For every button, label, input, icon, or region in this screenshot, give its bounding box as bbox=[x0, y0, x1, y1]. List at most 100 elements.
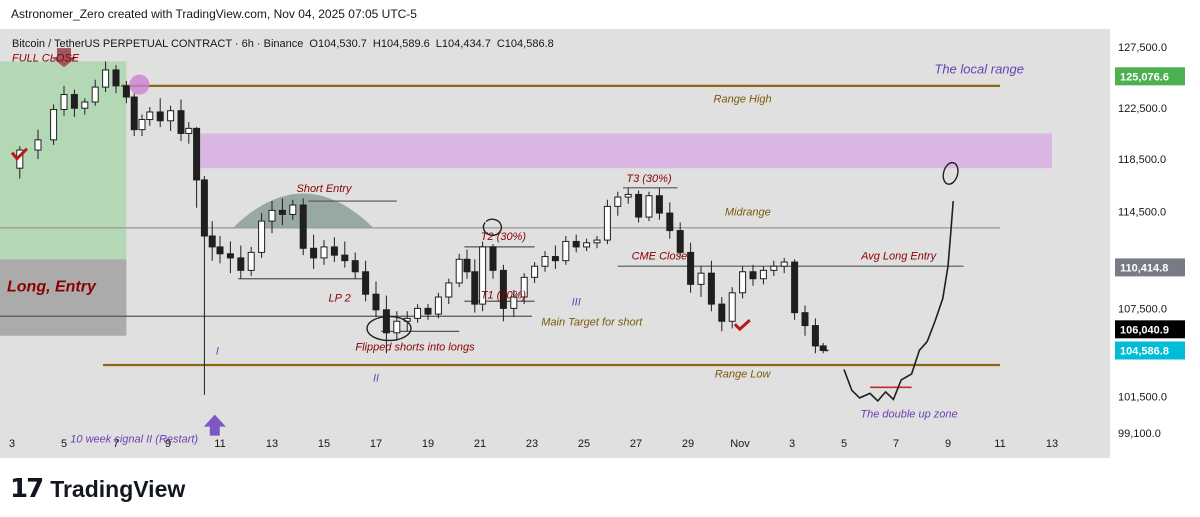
candle-down bbox=[216, 246, 224, 255]
x-tick-label: 23 bbox=[526, 438, 538, 450]
candle-down bbox=[330, 246, 338, 256]
candle-up bbox=[167, 110, 175, 122]
candle-down bbox=[200, 179, 208, 237]
y-tick-label: 122,500.0 bbox=[1118, 103, 1167, 115]
candle-up bbox=[247, 251, 255, 271]
y-tick-label: 99,100.0 bbox=[1118, 428, 1161, 440]
ohlc-low: L104,434.7 bbox=[436, 38, 491, 50]
y-tick-label: 127,500.0 bbox=[1118, 42, 1167, 54]
target-circle bbox=[942, 161, 959, 185]
up-arrow-icon bbox=[203, 414, 226, 436]
candle-down bbox=[718, 303, 726, 322]
candle-down bbox=[299, 204, 307, 249]
candle-down bbox=[811, 325, 819, 347]
candle-up bbox=[541, 256, 549, 267]
x-tick-label: 5 bbox=[61, 438, 67, 450]
y-tick-label: 107,500.0 bbox=[1118, 303, 1167, 315]
price-tag-label: 110,414.8 bbox=[1120, 262, 1168, 274]
label-wave-iii: III bbox=[572, 297, 581, 309]
label-t3: T3 (30%) bbox=[626, 173, 672, 185]
candle-up bbox=[697, 272, 705, 285]
price-tag-box bbox=[1115, 320, 1185, 339]
flip-loop-ellipse bbox=[366, 315, 412, 342]
candle-up bbox=[614, 196, 622, 207]
label-midrange: Midrange bbox=[725, 207, 771, 219]
price-tag-box bbox=[1115, 341, 1185, 360]
candle-up bbox=[102, 69, 110, 88]
symbol-line: Bitcoin / TetherUS PERPETUAL CONTRACT · … bbox=[12, 38, 554, 50]
candle-down bbox=[424, 307, 432, 315]
label-signal: 10 week signal II (Restart) bbox=[70, 433, 198, 445]
candle-down bbox=[463, 258, 471, 273]
plot-background bbox=[0, 29, 1110, 458]
x-tick-label: 19 bbox=[422, 438, 434, 450]
x-tick-label: 29 bbox=[682, 438, 694, 450]
x-tick-label: 13 bbox=[266, 438, 278, 450]
candle-up bbox=[455, 258, 463, 284]
x-tick-label: 7 bbox=[893, 438, 899, 450]
label-wave-ii: II bbox=[373, 372, 379, 384]
label-short-entry: Short Entry bbox=[296, 183, 353, 195]
candle-down bbox=[635, 193, 643, 218]
candle-down bbox=[112, 69, 120, 87]
price-tag-box bbox=[1115, 258, 1185, 277]
touch-loop-t2 bbox=[482, 218, 503, 236]
candle-down bbox=[666, 212, 674, 232]
x-tick-label: 3 bbox=[9, 438, 15, 450]
x-tick-label: 25 bbox=[578, 438, 590, 450]
candle-down bbox=[801, 312, 809, 327]
x-tick-label: 7 bbox=[113, 438, 119, 450]
x-tick-label: 9 bbox=[165, 438, 171, 450]
symbol-name: Bitcoin / TetherUS PERPETUAL CONTRACT · … bbox=[12, 38, 303, 50]
candle-up bbox=[531, 265, 539, 278]
candle-up bbox=[479, 246, 487, 305]
candle-up bbox=[728, 292, 736, 322]
x-tick-label: 27 bbox=[630, 438, 642, 450]
label-range-high: Range High bbox=[714, 94, 772, 106]
candle-up bbox=[562, 240, 570, 262]
candle-down bbox=[372, 293, 380, 311]
candle-up bbox=[414, 307, 422, 319]
price-tag-label: 106,040.9 bbox=[1120, 324, 1169, 336]
candle-up bbox=[583, 242, 591, 248]
candle-down bbox=[489, 246, 497, 271]
candle-down bbox=[676, 230, 684, 253]
candle-up bbox=[34, 139, 42, 151]
y-tick-label: 101,500.0 bbox=[1118, 391, 1167, 403]
range-high-touch-circle bbox=[129, 74, 150, 95]
label-local-range: The local range bbox=[934, 62, 1024, 77]
projection-path bbox=[843, 200, 954, 403]
label-flipped: Flipped shorts into longs bbox=[355, 341, 475, 353]
candle-down bbox=[237, 257, 245, 271]
label-main-target: Main Target for short bbox=[541, 317, 643, 329]
candle-down bbox=[749, 271, 757, 280]
candle-up bbox=[320, 246, 328, 259]
candle-down bbox=[310, 247, 318, 259]
candle-down bbox=[572, 240, 580, 248]
label-t2: T2 (30%) bbox=[481, 231, 527, 243]
candle-up bbox=[520, 276, 528, 298]
candle-down bbox=[193, 127, 201, 181]
candle-up bbox=[510, 296, 518, 309]
candle-down bbox=[791, 261, 799, 314]
price-tag-label: 104,586.8 bbox=[1120, 345, 1169, 357]
candle-down bbox=[499, 269, 507, 309]
candle-up bbox=[434, 296, 442, 315]
candle-down bbox=[122, 85, 130, 98]
check-icon bbox=[733, 319, 751, 332]
label-lp2: LP 2 bbox=[328, 292, 350, 304]
label-range-low: Range Low bbox=[715, 369, 772, 381]
candle-up bbox=[81, 101, 89, 109]
candle-up bbox=[645, 195, 653, 218]
ohlc-close: C104,586.8 bbox=[497, 38, 554, 50]
price-tag-label: 125,076.6 bbox=[1120, 71, 1169, 83]
candle-down bbox=[177, 110, 185, 134]
label-full-close: FULL CLOSE bbox=[12, 52, 80, 64]
candle-up bbox=[759, 269, 767, 280]
candle-up bbox=[146, 111, 154, 121]
candle-up bbox=[445, 282, 453, 298]
candle-down bbox=[471, 271, 479, 305]
tradingview-wordmark: TradingView bbox=[50, 475, 186, 502]
candle-down bbox=[351, 260, 359, 273]
